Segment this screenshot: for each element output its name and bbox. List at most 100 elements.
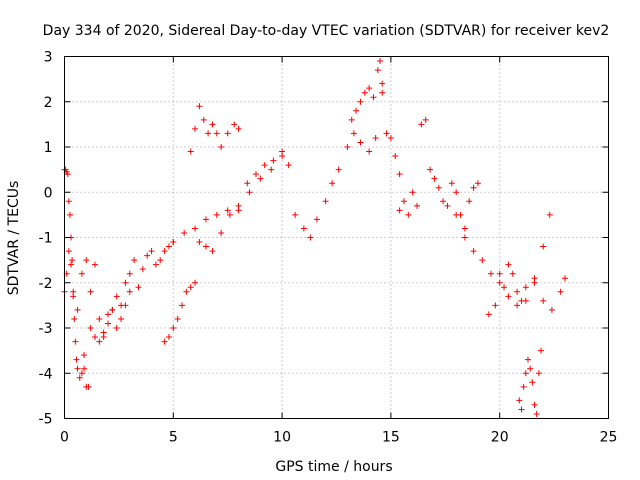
data-point bbox=[65, 198, 72, 205]
data-point bbox=[405, 211, 412, 218]
data-point bbox=[509, 270, 516, 277]
data-point bbox=[87, 288, 94, 295]
x-tick-label: 20 bbox=[491, 430, 509, 446]
data-point bbox=[224, 130, 231, 137]
data-point bbox=[74, 306, 81, 313]
data-point bbox=[372, 134, 379, 141]
data-point bbox=[64, 171, 71, 178]
data-point bbox=[374, 67, 381, 74]
data-point bbox=[414, 202, 421, 209]
data-point bbox=[183, 288, 190, 295]
data-point bbox=[561, 275, 568, 282]
data-point bbox=[329, 180, 336, 187]
data-point bbox=[448, 180, 455, 187]
data-point bbox=[78, 370, 85, 377]
grid bbox=[64, 56, 609, 419]
data-point bbox=[192, 225, 199, 232]
data-point bbox=[300, 225, 307, 232]
data-point bbox=[548, 306, 555, 313]
data-point bbox=[522, 370, 529, 377]
data-point bbox=[218, 229, 225, 236]
data-point bbox=[461, 225, 468, 232]
data-point bbox=[453, 211, 460, 218]
data-point bbox=[231, 121, 238, 128]
data-point bbox=[213, 211, 220, 218]
data-point bbox=[522, 284, 529, 291]
data-point bbox=[205, 130, 212, 137]
data-point bbox=[514, 302, 521, 309]
x-tick-label: 5 bbox=[169, 430, 178, 446]
data-point bbox=[474, 180, 481, 187]
data-point bbox=[431, 175, 438, 182]
y-axis-label: SDTVAR / TECUs bbox=[6, 181, 22, 296]
data-point bbox=[479, 257, 486, 264]
data-point bbox=[470, 184, 477, 191]
data-point bbox=[135, 284, 142, 291]
data-point bbox=[516, 397, 523, 404]
data-point bbox=[148, 248, 155, 255]
data-point bbox=[72, 338, 79, 345]
data-point bbox=[361, 89, 368, 96]
data-point bbox=[202, 243, 209, 250]
data-point bbox=[71, 315, 78, 322]
data-point bbox=[422, 116, 429, 123]
data-point bbox=[540, 243, 547, 250]
data-point bbox=[81, 365, 88, 372]
data-point bbox=[70, 293, 77, 300]
data-point bbox=[392, 153, 399, 160]
data-point bbox=[292, 211, 299, 218]
data-point bbox=[383, 130, 390, 137]
y-tick-label: -4 bbox=[39, 366, 53, 382]
data-point bbox=[161, 248, 168, 255]
data-point bbox=[66, 211, 73, 218]
data-point bbox=[487, 270, 494, 277]
data-point bbox=[144, 252, 151, 259]
data-point bbox=[196, 239, 203, 246]
y-tick-label: 0 bbox=[44, 185, 53, 201]
data-point bbox=[161, 338, 168, 345]
data-point bbox=[518, 297, 525, 304]
data-point bbox=[157, 257, 164, 264]
data-point bbox=[377, 58, 384, 65]
data-point bbox=[313, 216, 320, 223]
data-point bbox=[529, 379, 536, 386]
x-tick-label: 0 bbox=[60, 430, 69, 446]
data-point bbox=[524, 356, 531, 363]
data-point bbox=[181, 229, 188, 236]
data-point bbox=[187, 148, 194, 155]
data-point bbox=[268, 166, 275, 173]
data-point bbox=[100, 329, 107, 336]
data-point bbox=[470, 248, 477, 255]
data-point bbox=[209, 121, 216, 128]
data-point bbox=[69, 257, 76, 264]
data-point bbox=[379, 89, 386, 96]
data-point bbox=[113, 293, 120, 300]
data-point bbox=[461, 234, 468, 241]
data-point bbox=[546, 211, 553, 218]
data-point bbox=[440, 198, 447, 205]
data-point bbox=[91, 261, 98, 268]
data-point bbox=[518, 406, 525, 413]
data-point bbox=[307, 234, 314, 241]
data-point bbox=[170, 239, 177, 246]
data-point bbox=[174, 315, 181, 322]
data-point bbox=[152, 261, 159, 268]
data-point bbox=[396, 171, 403, 178]
data-point bbox=[113, 325, 120, 331]
data-point bbox=[73, 356, 80, 363]
data-point bbox=[285, 162, 292, 169]
data-point bbox=[527, 365, 534, 372]
data-point bbox=[496, 270, 503, 277]
y-tick-label: -3 bbox=[39, 321, 53, 337]
data-point bbox=[466, 198, 473, 205]
data-point bbox=[357, 98, 364, 105]
data-point bbox=[192, 279, 199, 286]
y-tick-label: 2 bbox=[44, 95, 53, 111]
data-point bbox=[126, 288, 133, 295]
data-point bbox=[353, 107, 360, 114]
data-point bbox=[235, 207, 242, 214]
data-point bbox=[396, 207, 403, 214]
data-point bbox=[366, 148, 373, 155]
data-point bbox=[335, 166, 342, 173]
